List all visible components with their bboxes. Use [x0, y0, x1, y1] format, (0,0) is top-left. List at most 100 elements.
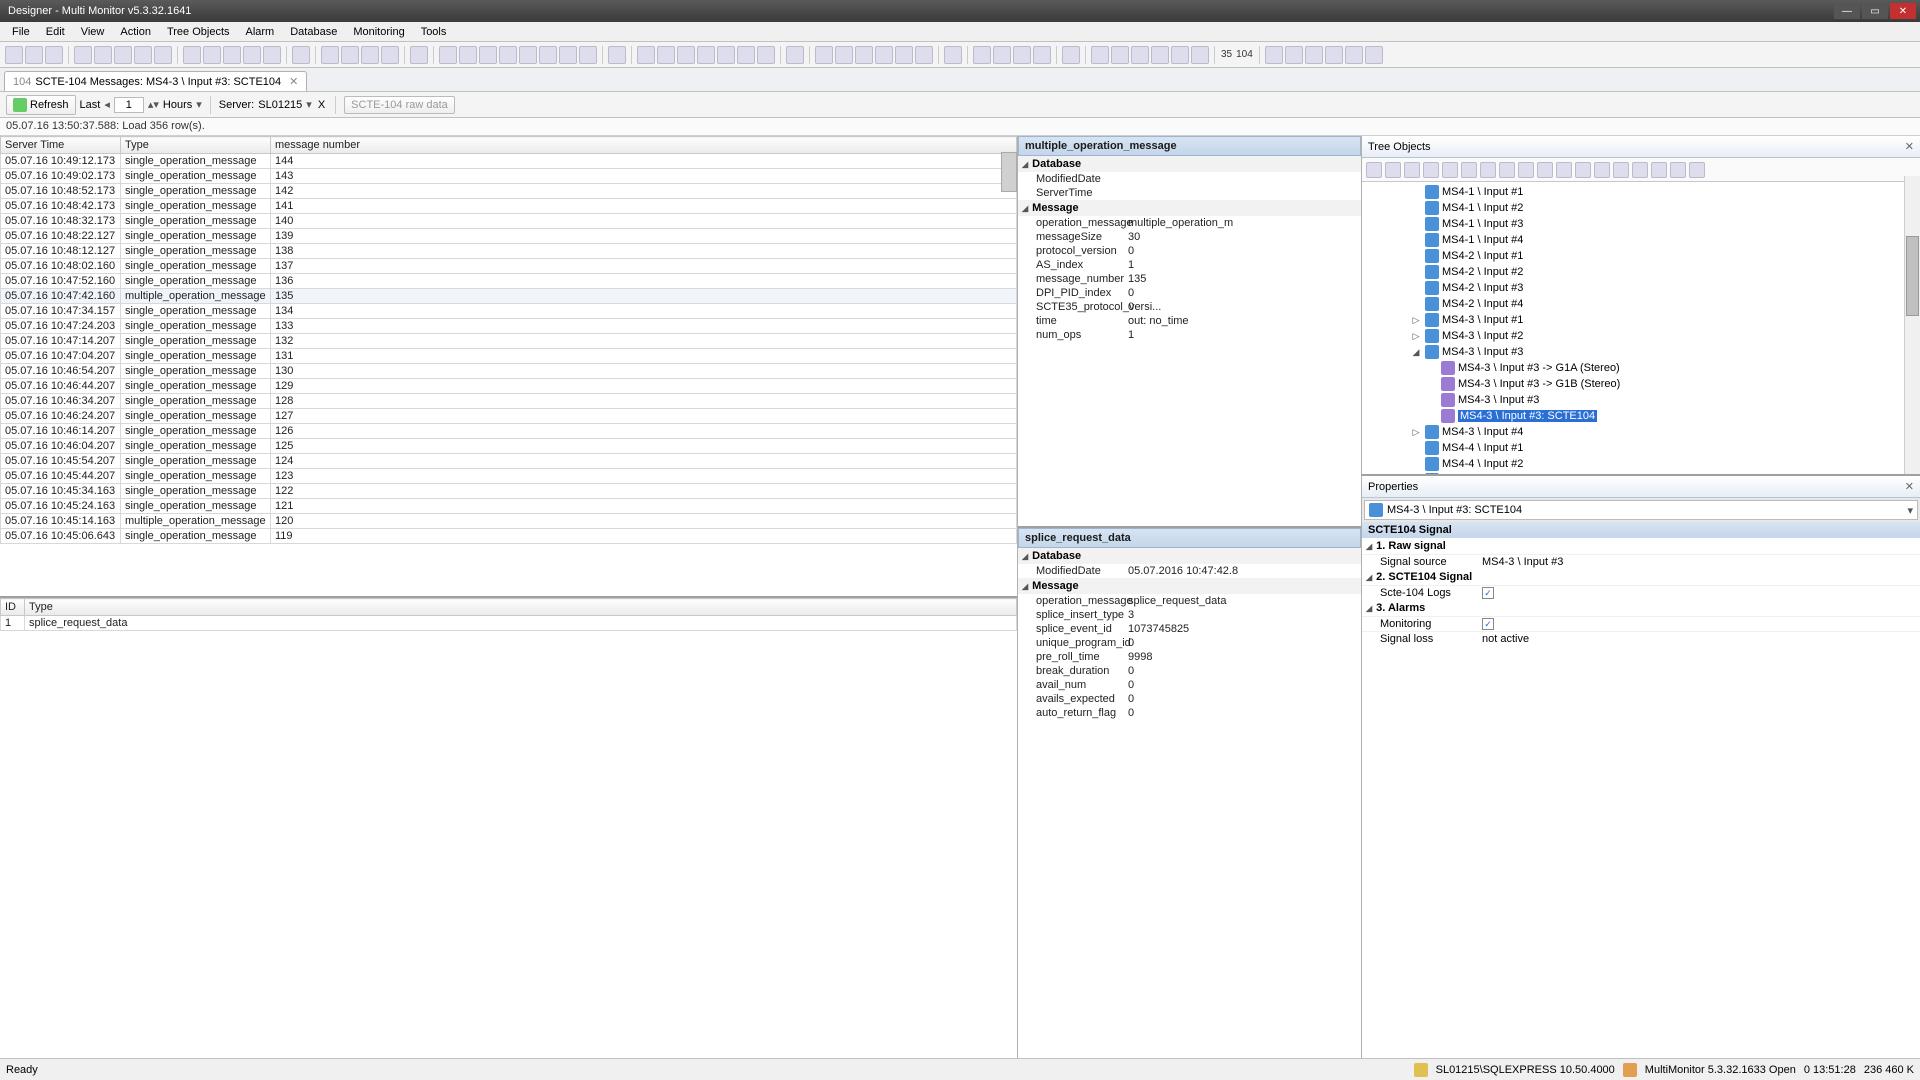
- table-row[interactable]: 05.07.16 10:46:54.207single_operation_me…: [1, 364, 1017, 379]
- toolbar-icon[interactable]: [944, 46, 962, 64]
- checkbox[interactable]: ✓: [1482, 618, 1494, 630]
- tree-toolbar-icon[interactable]: [1518, 162, 1534, 178]
- toolbar-icon[interactable]: [637, 46, 655, 64]
- toolbar-icon[interactable]: [993, 46, 1011, 64]
- toolbar-icon[interactable]: [203, 46, 221, 64]
- toolbar-icon[interactable]: [5, 46, 23, 64]
- property-group[interactable]: Message: [1018, 200, 1361, 216]
- toolbar-icon[interactable]: [757, 46, 775, 64]
- toolbar-icon[interactable]: [459, 46, 477, 64]
- table-row[interactable]: 05.07.16 10:48:32.173single_operation_me…: [1, 214, 1017, 229]
- menu-view[interactable]: View: [73, 26, 113, 38]
- maximize-button[interactable]: ▭: [1862, 3, 1888, 19]
- property-category[interactable]: 1. Raw signal: [1362, 538, 1920, 554]
- menu-tree-objects[interactable]: Tree Objects: [159, 26, 238, 38]
- sub-messages-grid[interactable]: IDType1splice_request_data: [0, 598, 1017, 1058]
- toolbar-icon[interactable]: [321, 46, 339, 64]
- tree-node[interactable]: MS4-4 \ Input #3: [1362, 472, 1920, 474]
- menu-database[interactable]: Database: [282, 26, 345, 38]
- tree-node[interactable]: MS4-4 \ Input #2: [1362, 456, 1920, 472]
- toolbar-icon[interactable]: [815, 46, 833, 64]
- toolbar-icon[interactable]: [737, 46, 755, 64]
- toolbar-icon[interactable]: [263, 46, 281, 64]
- toolbar-icon[interactable]: [361, 46, 379, 64]
- toolbar-icon[interactable]: [439, 46, 457, 64]
- tree-toolbar-icon[interactable]: [1670, 162, 1686, 178]
- expand-icon[interactable]: ▷: [1410, 331, 1422, 342]
- toolbar-icon[interactable]: [1325, 46, 1343, 64]
- toolbar-icon[interactable]: [25, 46, 43, 64]
- table-row[interactable]: 05.07.16 10:45:14.163multiple_operation_…: [1, 514, 1017, 529]
- menu-edit[interactable]: Edit: [38, 26, 73, 38]
- toolbar-icon[interactable]: [1365, 46, 1383, 64]
- property-group[interactable]: Database: [1018, 548, 1361, 564]
- tree-node[interactable]: ▷MS4-3 \ Input #4: [1362, 424, 1920, 440]
- tree-scrollbar[interactable]: [1904, 176, 1920, 474]
- document-tab[interactable]: 104 SCTE-104 Messages: MS4-3 \ Input #3:…: [4, 71, 307, 91]
- menu-monitoring[interactable]: Monitoring: [345, 26, 412, 38]
- table-row[interactable]: 05.07.16 10:46:14.207single_operation_me…: [1, 424, 1017, 439]
- table-row[interactable]: 05.07.16 10:46:24.207single_operation_me…: [1, 409, 1017, 424]
- property-category[interactable]: 2. SCTE104 Signal: [1362, 569, 1920, 585]
- tree-toolbar-icon[interactable]: [1575, 162, 1591, 178]
- toolbar-icon[interactable]: [579, 46, 597, 64]
- close-button[interactable]: ✕: [1890, 3, 1916, 19]
- toolbar-icon[interactable]: [341, 46, 359, 64]
- tree-toolbar-icon[interactable]: [1480, 162, 1496, 178]
- tree-node[interactable]: ◢MS4-3 \ Input #3: [1362, 344, 1920, 360]
- toolbar-icon[interactable]: [1345, 46, 1363, 64]
- expand-icon[interactable]: ▷: [1410, 427, 1422, 438]
- column-header[interactable]: Type: [25, 599, 1017, 616]
- table-row[interactable]: 05.07.16 10:46:44.207single_operation_me…: [1, 379, 1017, 394]
- object-tree[interactable]: MS4-1 \ Input #1MS4-1 \ Input #2MS4-1 \ …: [1362, 182, 1920, 474]
- table-row[interactable]: 05.07.16 10:47:34.157single_operation_me…: [1, 304, 1017, 319]
- property-category[interactable]: 3. Alarms: [1362, 600, 1920, 616]
- table-row[interactable]: 1splice_request_data: [1, 616, 1017, 631]
- table-row[interactable]: 05.07.16 10:48:52.173single_operation_me…: [1, 184, 1017, 199]
- toolbar-icon[interactable]: [1191, 46, 1209, 64]
- table-row[interactable]: 05.07.16 10:47:04.207single_operation_me…: [1, 349, 1017, 364]
- toolbar-icon[interactable]: [915, 46, 933, 64]
- tree-toolbar-icon[interactable]: [1461, 162, 1477, 178]
- tree-node[interactable]: MS4-3 \ Input #3 -> G1B (Stereo): [1362, 376, 1920, 392]
- table-row[interactable]: 05.07.16 10:47:42.160multiple_operation_…: [1, 289, 1017, 304]
- menu-action[interactable]: Action: [112, 26, 159, 38]
- tree-node[interactable]: MS4-2 \ Input #2: [1362, 264, 1920, 280]
- tree-toolbar-icon[interactable]: [1651, 162, 1667, 178]
- table-row[interactable]: 05.07.16 10:46:34.207single_operation_me…: [1, 394, 1017, 409]
- toolbar-icon[interactable]: [657, 46, 675, 64]
- table-row[interactable]: 05.07.16 10:45:34.163single_operation_me…: [1, 484, 1017, 499]
- tree-toolbar-icon[interactable]: [1613, 162, 1629, 178]
- tree-node[interactable]: MS4-4 \ Input #1: [1362, 440, 1920, 456]
- toolbar-icon[interactable]: [539, 46, 557, 64]
- menu-alarm[interactable]: Alarm: [238, 26, 283, 38]
- tree-toolbar-icon[interactable]: [1385, 162, 1401, 178]
- table-row[interactable]: 05.07.16 10:48:02.160single_operation_me…: [1, 259, 1017, 274]
- toolbar-icon[interactable]: [292, 46, 310, 64]
- toolbar-icon[interactable]: [1033, 46, 1051, 64]
- tree-node[interactable]: MS4-1 \ Input #1: [1362, 184, 1920, 200]
- toolbar-icon[interactable]: [1131, 46, 1149, 64]
- toolbar-icon[interactable]: [1151, 46, 1169, 64]
- scrollbar-thumb[interactable]: [1001, 152, 1017, 192]
- column-header[interactable]: Type: [121, 137, 271, 154]
- property-group[interactable]: Database: [1018, 156, 1361, 172]
- toolbar-icon[interactable]: [875, 46, 893, 64]
- toolbar-icon[interactable]: [697, 46, 715, 64]
- toolbar-icon[interactable]: [519, 46, 537, 64]
- server-clear[interactable]: X: [318, 99, 325, 111]
- toolbar-icon[interactable]: [835, 46, 853, 64]
- table-row[interactable]: 05.07.16 10:45:44.207single_operation_me…: [1, 469, 1017, 484]
- table-row[interactable]: 05.07.16 10:49:12.173single_operation_me…: [1, 154, 1017, 169]
- property-group[interactable]: Message: [1018, 578, 1361, 594]
- tree-toolbar-icon[interactable]: [1537, 162, 1553, 178]
- toolbar-icon[interactable]: [973, 46, 991, 64]
- tree-toolbar-icon[interactable]: [1499, 162, 1515, 178]
- tree-panel-close-icon[interactable]: ✕: [1905, 140, 1914, 153]
- toolbar-icon[interactable]: [94, 46, 112, 64]
- toolbar-icon[interactable]: [74, 46, 92, 64]
- table-row[interactable]: 05.07.16 10:49:02.173single_operation_me…: [1, 169, 1017, 184]
- toolbar-icon[interactable]: [1062, 46, 1080, 64]
- tree-node[interactable]: ▷MS4-3 \ Input #1: [1362, 312, 1920, 328]
- filter-count-input[interactable]: [114, 97, 144, 113]
